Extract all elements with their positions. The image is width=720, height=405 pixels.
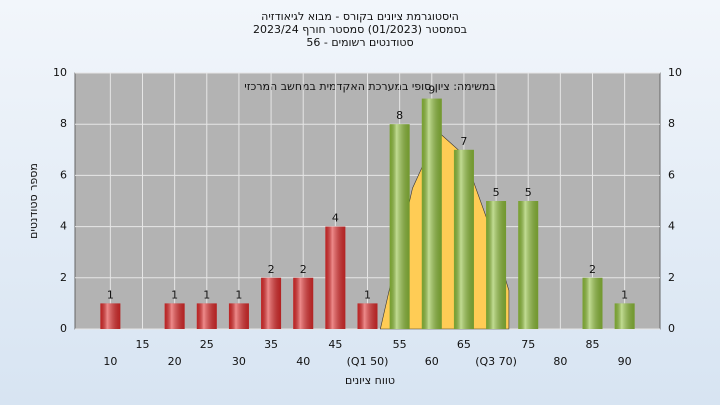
- chart-subtitle: בסמסטר (01/2023) סמסטר חורף 2023/24: [253, 23, 467, 36]
- y2-tick-label: 4: [668, 220, 675, 233]
- value-label: 5: [525, 186, 532, 199]
- bar-shine: [261, 277, 282, 329]
- x-tick-label: 60: [425, 355, 439, 368]
- y2-tick-label: 10: [668, 66, 682, 79]
- x-tick-label: 15: [136, 338, 150, 351]
- y-tick-label: 4: [60, 220, 67, 233]
- value-label: 4: [332, 212, 339, 225]
- y-tick-label: 6: [60, 168, 67, 181]
- y2-tick-label: 6: [668, 168, 675, 181]
- x-tick-label: 30: [232, 355, 246, 368]
- x-tick-label: 65: [457, 338, 471, 351]
- x-tick-label: 35: [264, 338, 278, 351]
- x-tick-label: 90: [618, 355, 632, 368]
- bar-shine: [389, 124, 410, 329]
- x-tick-label: 45: [328, 338, 342, 351]
- y2-tick-label: 0: [668, 322, 675, 335]
- bar-shine: [293, 277, 314, 329]
- bar-shine: [164, 303, 185, 329]
- x-tick-label: 55: [393, 338, 407, 351]
- x-tick-label: 80: [553, 355, 567, 368]
- bar-shine: [100, 303, 121, 329]
- x-tick-label: 20: [168, 355, 182, 368]
- y-tick-label: 0: [60, 322, 67, 335]
- value-label: 2: [300, 263, 307, 276]
- value-label: 2: [589, 263, 596, 276]
- value-label: 1: [621, 288, 628, 301]
- bar-shine: [453, 149, 474, 329]
- x-tick-label: (Q3 70): [475, 355, 517, 368]
- x-tick-label: 85: [586, 338, 600, 351]
- distribution-curve: [379, 131, 510, 330]
- value-label: 8: [396, 109, 403, 122]
- value-label: 5: [493, 186, 500, 199]
- y-tick-label: 10: [53, 66, 67, 79]
- x-tick-label: 75: [521, 338, 535, 351]
- y-axis-label: מספר סטודנטים: [27, 163, 40, 239]
- bar-shine: [582, 277, 603, 329]
- bar-shine: [486, 201, 507, 329]
- value-label: 1: [107, 288, 114, 301]
- value-label: 2: [268, 263, 275, 276]
- bar-shine: [228, 303, 249, 329]
- bar-shine: [325, 226, 346, 329]
- x-tick-label: 40: [296, 355, 310, 368]
- bar-shine: [357, 303, 378, 329]
- value-label: 9: [428, 84, 435, 97]
- value-label: 1: [235, 288, 242, 301]
- value-label: 1: [203, 288, 210, 301]
- x-axis-label: טווח ציונים: [345, 374, 395, 387]
- bar-shine: [421, 98, 442, 329]
- y2-tick-label: 8: [668, 117, 675, 130]
- bar-shine: [614, 303, 635, 329]
- bar-shine: [518, 201, 539, 329]
- chart-title: היסטוגרמת ציונים בקורס - מבוא לגיאודזיה: [261, 10, 459, 23]
- x-tick-label: (Q1 50): [347, 355, 389, 368]
- annotation: במשימה: ציון סופי במערכת האקדמית במחשב ה…: [244, 80, 495, 93]
- value-label: 1: [364, 288, 371, 301]
- y-tick-label: 2: [60, 271, 67, 284]
- value-label: 1: [171, 288, 178, 301]
- chart-subtitle: סטודנטים רשומים - 56: [306, 36, 413, 49]
- x-tick-label: 10: [103, 355, 117, 368]
- y-tick-label: 8: [60, 117, 67, 130]
- y2-tick-label: 2: [668, 271, 675, 284]
- bar-shine: [196, 303, 217, 329]
- value-label: 7: [460, 135, 467, 148]
- x-tick-label: 25: [200, 338, 214, 351]
